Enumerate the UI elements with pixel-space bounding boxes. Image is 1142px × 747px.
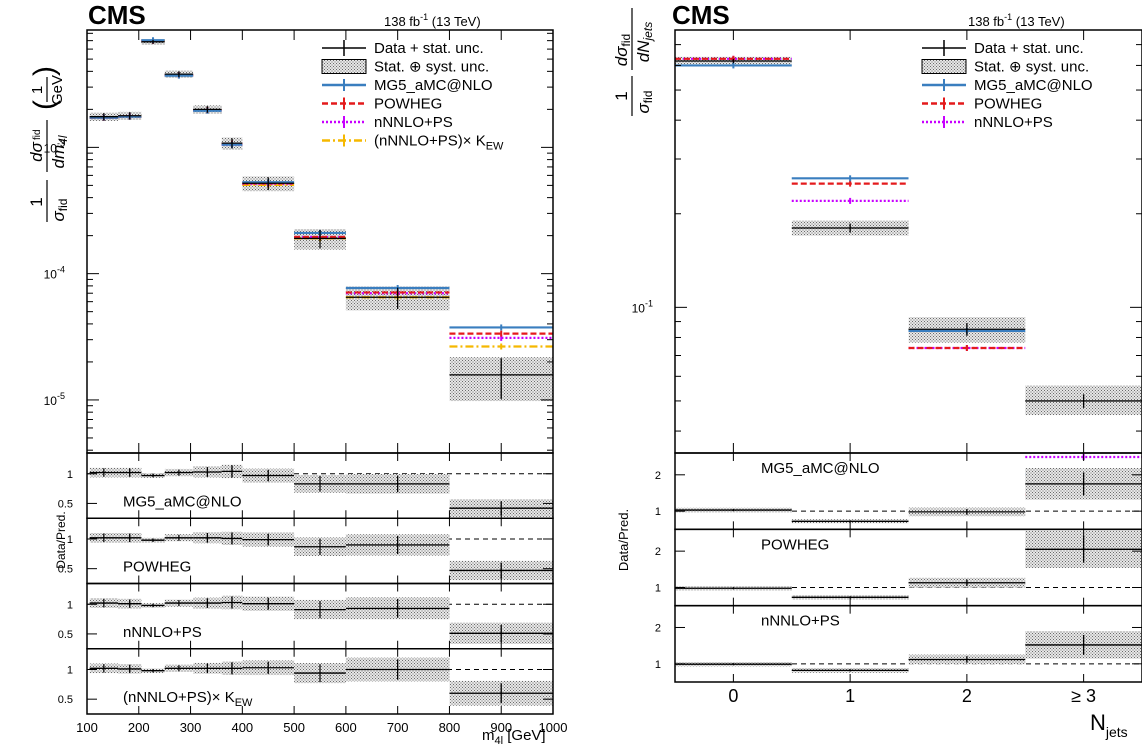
svg-text:1: 1 [612, 91, 631, 100]
y-tick-label: 10-4 [44, 265, 65, 282]
ratio-frame [674, 604, 1142, 683]
svg-text:dσ: dσ [27, 141, 46, 161]
svg-text:σfid: σfid [634, 91, 655, 114]
ratio-y-tick-label: 1 [655, 659, 661, 671]
svg-text:fid: fid [32, 129, 43, 140]
ratio-model-label: MG5_aMC@NLO [761, 460, 880, 477]
ratio-y-tick-label: 0.5 [58, 694, 73, 706]
ratio-y-tick-label: 1 [655, 582, 661, 594]
ratio-model-label: nNNLO+PS [123, 624, 202, 641]
x-tick-label: 400 [231, 720, 253, 735]
y-tick-exponent: -5 [57, 391, 65, 401]
x-tick-label: 500 [283, 720, 305, 735]
ratio-frame [86, 648, 554, 715]
y-tick-exponent: -4 [57, 265, 65, 275]
legend-label-nnnlo: nNNLO+PS [374, 114, 453, 131]
legend-marker-band [321, 59, 367, 74]
cms-logo-left: CMS [88, 0, 146, 30]
ratio-y-tick-label: 2 [655, 546, 661, 558]
x-tick-label: 200 [128, 720, 150, 735]
y-tick-label: 10-5 [44, 391, 65, 408]
legend-label-mg5: MG5_aMC@NLO [974, 77, 1093, 94]
ratio-model-label-sub: EW [235, 697, 253, 709]
ratio-model-label: nNNLO+PS [761, 613, 840, 630]
legend-label-powheg: POWHEG [974, 96, 1042, 113]
x-tick-label: 300 [180, 720, 202, 735]
x-tick-label: 2 [962, 686, 972, 706]
ratio-y-label-left: Data/Pred. [54, 511, 68, 568]
x-tick-label: 900 [490, 720, 512, 735]
x-tick-label: 1000 [539, 720, 568, 735]
ratio-y-tick-label: 1 [67, 599, 73, 611]
ratio-model-label: (nNNLO+PS)× KEW [123, 689, 253, 709]
svg-text:): ) [28, 66, 61, 76]
lumi-label-right: 138 fb-1 (13 TeV) [968, 12, 1065, 29]
legend-label-band: Stat. ⊕ syst. unc. [974, 59, 1089, 76]
svg-text:dm4l: dm4l [49, 135, 70, 168]
ratio-y-tick-label: 1 [67, 534, 73, 546]
x-axis-label-left: m4l [GeV] [482, 727, 546, 747]
x-tick-label: 800 [439, 720, 461, 735]
ratio-y-tick-label: 0.5 [58, 629, 73, 641]
svg-text:dσfid: dσfid [612, 34, 633, 66]
x-axis-label-right: Njets [1090, 710, 1128, 740]
ratio-model-label: POWHEG [123, 559, 191, 576]
legend-label-nnnlo: nNNLO+PS [974, 114, 1053, 131]
y-tick-exponent: -3 [57, 138, 65, 148]
svg-text:(: ( [28, 100, 61, 110]
svg-text:1: 1 [29, 86, 46, 94]
ratio-model-label: POWHEG [761, 536, 829, 553]
legend-label-mg5: MG5_aMC@NLO [374, 77, 493, 94]
y-axis-label-left: 1 σfid dσ fid dm4l ( 1 GeV ) [27, 66, 70, 222]
ratio-y-tick-label: 2 [655, 470, 661, 482]
ratio-y-tick-label: 1 [67, 665, 73, 677]
x-tick-label: 0 [728, 686, 738, 706]
ratio-y-tick-label: 2 [655, 622, 661, 634]
cms-logo-right: CMS [672, 0, 730, 30]
y-tick-exponent: -1 [645, 298, 653, 308]
legend-label-kew: (nNNLO+PS)× KEW [374, 133, 504, 153]
legend-label-data: Data + stat. unc. [974, 40, 1084, 57]
ratio-y-label-right: Data/Pred. [616, 509, 631, 571]
legend-label-powheg: POWHEG [374, 96, 442, 113]
ratio-y-tick-label: 1 [655, 506, 661, 518]
svg-text:GeV: GeV [49, 75, 66, 105]
y-tick-label: 10-1 [632, 298, 653, 315]
x-tick-label: ≥ 3 [1071, 686, 1096, 706]
legend-label-band: Stat. ⊕ syst. unc. [374, 59, 489, 76]
legend-label-sub: EW [486, 141, 504, 153]
ratio-y-tick-label: 1 [67, 469, 73, 481]
x-tick-label: 100 [76, 720, 98, 735]
svg-text:σfid: σfid [49, 199, 70, 222]
ratio-y-tick-label: 0.5 [58, 498, 73, 510]
legend-marker-band [921, 59, 967, 74]
x-tick-label: 700 [387, 720, 409, 735]
x-tick-label: 600 [335, 720, 357, 735]
legend-label-data: Data + stat. unc. [374, 40, 484, 57]
ratio-y-tick-label: 0.5 [58, 564, 73, 576]
x-tick-label: 1 [845, 686, 855, 706]
lumi-label-left: 138 fb-1 (13 TeV) [384, 12, 481, 29]
ratio-model-label: MG5_aMC@NLO [123, 493, 242, 510]
svg-text:dNjets: dNjets [634, 22, 655, 62]
y-axis-label-right: 1 σfid dσfid dNjets [612, 8, 655, 116]
svg-text:1: 1 [27, 197, 46, 206]
